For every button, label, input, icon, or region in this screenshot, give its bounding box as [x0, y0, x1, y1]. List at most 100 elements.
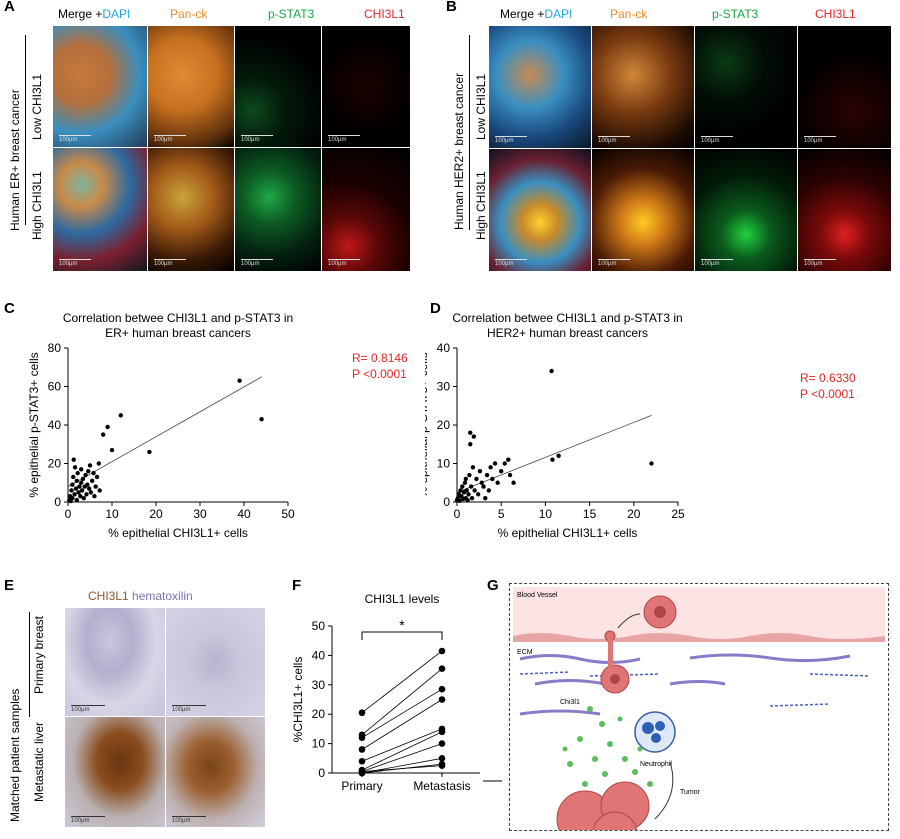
- label-blood-vessel: Blood Vessel: [517, 592, 558, 599]
- panel-a-bracket: [25, 35, 26, 225]
- x-tick-label: 0: [65, 507, 72, 521]
- scale-bar: 100µm: [495, 259, 527, 267]
- counter-stain-label: hematoxilin: [132, 589, 193, 603]
- panel-b-high-merge-image: 100µm: [489, 149, 591, 271]
- data-point: [109, 447, 115, 453]
- data-point: [86, 469, 91, 474]
- metastasis-point: [438, 647, 446, 655]
- pair-line: [361, 731, 443, 771]
- panel-d-r-value: R= 0.6330: [800, 371, 856, 385]
- data-point: [92, 494, 97, 499]
- panel-c-p-value: P <0.0001: [352, 367, 407, 381]
- panel-b-low-merge-image: 100µm: [489, 26, 591, 148]
- scale-bar: 100µm: [598, 259, 630, 267]
- metastasis-point: [438, 740, 446, 747]
- panel-g-letter: G: [487, 577, 499, 594]
- panel-e-bracket: [29, 612, 30, 717]
- data-point: [492, 461, 498, 466]
- data-point: [488, 465, 493, 470]
- panel-b-row-high: High CHI3L1: [474, 171, 488, 240]
- data-point: [80, 476, 86, 482]
- panel-a-header-panck: Pan-ck: [170, 7, 208, 21]
- panel-b-letter: B: [446, 0, 457, 15]
- data-point: [506, 457, 511, 462]
- dapi-label: DAPI: [102, 7, 131, 21]
- panel-e-side-label: Matched patient samples: [8, 688, 22, 822]
- data-point: [464, 488, 469, 493]
- scale-bar: 100µm: [495, 136, 527, 144]
- data-point: [458, 488, 463, 493]
- data-point: [471, 434, 476, 439]
- data-point: [465, 497, 470, 503]
- y-tick-label: 0: [443, 495, 450, 509]
- data-point: [550, 457, 555, 462]
- scale-bar: 100µm: [172, 705, 206, 713]
- metastasis-point: [438, 696, 446, 703]
- panel-a-row-high: High CHI3L1: [30, 171, 44, 240]
- chart-title: CHI3L1 levels: [365, 592, 440, 606]
- panel-a-header-pstat3: p-STAT3: [268, 7, 315, 21]
- data-point: [79, 488, 85, 493]
- x-tick-label: Primary: [341, 779, 382, 793]
- y-tick-label: 10: [312, 737, 326, 751]
- data-point: [511, 480, 516, 485]
- panel-c-r-value: R= 0.8146: [352, 351, 408, 365]
- data-point: [490, 476, 495, 482]
- scale-bar: 100µm: [701, 259, 733, 267]
- panel-b-side-label: Human HER2+ breast cancer: [452, 72, 466, 230]
- panel-b-high-pstat3-image: 100µm: [695, 149, 797, 271]
- chart-title-line2: ER+ human breast cancers: [105, 326, 251, 340]
- scale-bar: 100µm: [172, 816, 206, 824]
- y-tick-label: 40: [437, 341, 451, 355]
- significance-bracket: [361, 631, 443, 640]
- row-label: Metastatic liver: [32, 721, 46, 803]
- panel-b-high-panck-image: 100µm: [592, 149, 694, 271]
- data-point: [481, 484, 486, 489]
- panel-c-stats: R= 0.8146 P <0.0001: [352, 350, 408, 382]
- panel-e-letter: E: [4, 577, 15, 594]
- y-tick-label: 0: [54, 495, 61, 509]
- tumor-cluster: [556, 781, 650, 830]
- pair-line: [361, 688, 443, 739]
- primary-point: [358, 734, 366, 742]
- blood-vessel-area: [513, 587, 885, 642]
- label-tumor: Tumor: [680, 789, 701, 796]
- y-tick-label: 50: [312, 619, 326, 633]
- scale-bar: 100µm: [154, 259, 186, 267]
- data-point: [457, 498, 462, 504]
- x-tick-label: 20: [149, 507, 163, 521]
- panel-a-low-merge-image: 100µm: [53, 26, 147, 147]
- label-chi3l1: Chi3l1: [560, 699, 580, 706]
- scale-bar: 100µm: [328, 135, 360, 143]
- y-tick-label: 80: [48, 341, 62, 355]
- data-point: [470, 465, 476, 470]
- data-point: [96, 461, 102, 466]
- x-tick-label: 20: [627, 507, 641, 521]
- data-point: [71, 474, 76, 480]
- y-axis-label: %CHI3L1+ cells: [291, 657, 305, 743]
- panel-a-row-low: Low CHI3L1: [30, 73, 44, 140]
- panel-d-p-value: P <0.0001: [800, 387, 855, 401]
- data-point: [147, 449, 152, 455]
- x-axis-label: % epithelial CHI3L1+ cells: [498, 526, 638, 540]
- panel-d-stats: R= 0.6330 P <0.0001: [800, 370, 856, 402]
- data-point: [474, 476, 479, 482]
- data-point: [83, 472, 88, 478]
- data-point: [70, 482, 75, 487]
- data-point: [237, 378, 242, 383]
- data-point: [74, 497, 80, 503]
- panel-b-low-pstat3-image: 100µm: [695, 26, 797, 148]
- data-point: [87, 463, 93, 468]
- x-tick-label: 15: [583, 507, 597, 521]
- primary-point: [358, 709, 366, 717]
- panel-a-letter: A: [4, 0, 15, 15]
- panel-e-header: CHI3L1 hematoxilin: [88, 589, 193, 603]
- x-tick-label: Metastasis: [413, 779, 470, 793]
- pair-line: [361, 650, 443, 714]
- data-point: [88, 490, 94, 495]
- significance-star: *: [399, 617, 405, 633]
- panel-e-metastatic-left-image: 100µm: [65, 717, 165, 827]
- data-point: [118, 413, 124, 418]
- pair-line: [361, 668, 443, 736]
- data-point: [97, 488, 102, 493]
